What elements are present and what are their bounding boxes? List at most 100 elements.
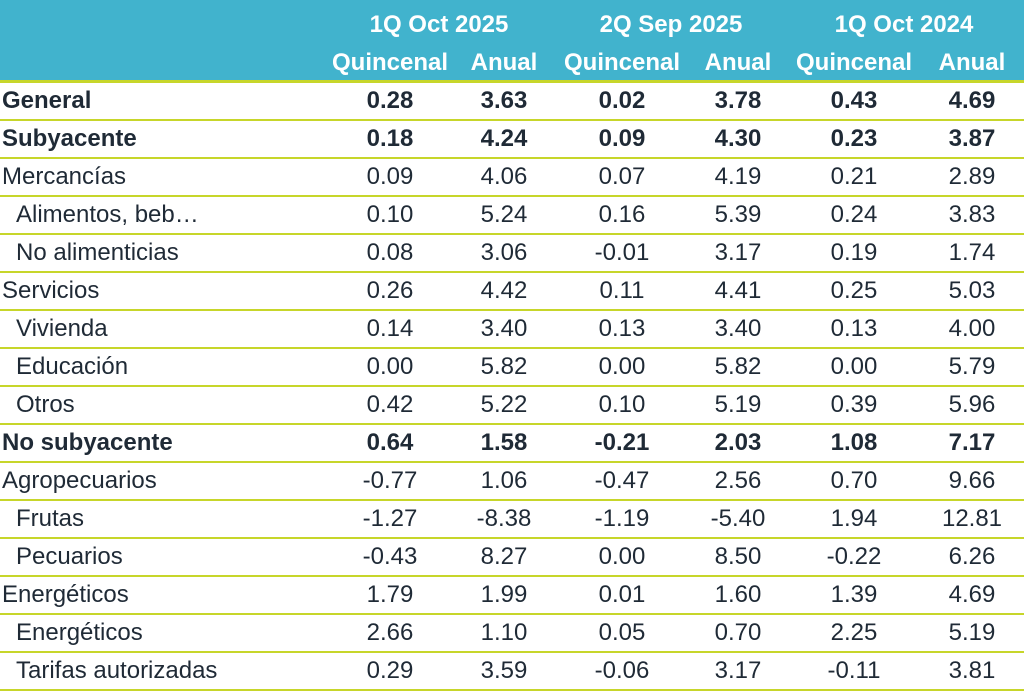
row-label: Mercancías [2,163,127,190]
table-cell: 3.17 [714,657,762,684]
row-label: No alimenticias [16,239,179,266]
table-cell: 0.14 [366,315,414,342]
table-cell: 0.18 [366,125,414,152]
table-cell: 0.13 [598,315,646,342]
row-label: No subyacente [2,429,173,456]
table-row: Alimentos, beb… 0.10 5.24 0.16 5.39 0.24 3.83 [0,197,1024,235]
table-cell: 0.16 [598,201,646,228]
table-cell: 0.07 [598,163,646,190]
table-cell: 5.82 [480,353,528,380]
table-cell: 0.29 [366,657,414,684]
table-cell: 4.19 [714,163,762,190]
table-cell: 2.03 [714,429,762,456]
table-cell: 0.21 [830,163,878,190]
table-header: 1Q Oct 2025 2Q Sep 2025 1Q Oct 2024 Quin… [0,0,1024,83]
table-cell: 4.41 [714,277,762,304]
table-cell: 3.06 [480,239,528,266]
table-cell: -0.11 [827,657,881,684]
table-cell: 1.58 [480,429,528,456]
table-row: Pecuarios -0.43 8.27 0.00 8.50 -0.22 6.26 [0,539,1024,577]
table-cell: 2.25 [830,619,878,646]
row-label: Educación [16,353,129,380]
table-cell: 0.13 [830,315,878,342]
table-cell: 0.23 [830,125,878,152]
table-cell: 1.60 [714,581,762,608]
table-cell: 4.06 [480,163,528,190]
table-cell: 0.64 [366,429,414,456]
column-header: Quincenal [795,49,913,76]
table-cell: 3.40 [714,315,762,342]
table-cell: 0.70 [714,619,762,646]
table-cell: 12.81 [941,505,1003,532]
table-cell: 1.74 [948,239,996,266]
table-cell: 0.08 [366,239,414,266]
table-cell: -0.22 [826,543,882,570]
column-header: Quincenal [331,49,449,76]
table-row: General 0.28 3.63 0.02 3.78 0.43 4.69 [0,83,1024,121]
row-label: Subyacente [2,125,137,152]
table-cell: 3.63 [480,87,528,114]
row-label: Energéticos [2,581,129,608]
table-cell: -0.47 [594,467,650,494]
period-header: 2Q Sep 2025 [599,11,743,38]
table-cell: 0.10 [598,391,646,418]
column-header: Anual [704,49,772,76]
table-cell: 4.69 [948,581,996,608]
table-cell: 1.39 [830,581,878,608]
table-cell: 0.39 [830,391,878,418]
table-cell: 4.69 [948,87,996,114]
table-cell: 1.06 [480,467,528,494]
table-cell: 0.11 [599,277,645,304]
table-cell: 3.87 [948,125,996,152]
table-cell: 0.28 [366,87,414,114]
table-cell: 5.03 [948,277,996,304]
table-cell: 0.09 [366,163,414,190]
table-cell: 4.42 [480,277,528,304]
table-row: Mercancías 0.09 4.06 0.07 4.19 0.21 2.89 [0,159,1024,197]
table-cell: 7.17 [948,429,996,456]
row-label: Agropecuarios [2,467,157,494]
table-cell: -0.01 [594,239,650,266]
table-row: Tarifas autorizadas 0.29 3.59 -0.06 3.17 -0.1… [0,653,1024,691]
table-cell: 2.66 [366,619,414,646]
table-cell: 0.25 [830,277,878,304]
column-header: Quincenal [563,49,681,76]
table-row: Servicios 0.26 4.42 0.11 4.41 0.25 5.03 [0,273,1024,311]
table-cell: -1.19 [594,505,650,532]
table-cell: 3.59 [480,657,528,684]
table-cell: -0.43 [362,543,418,570]
table-cell: 3.83 [948,201,996,228]
table-row: No subyacente 0.64 1.58 -0.21 2.03 1.08 7.17 [0,425,1024,463]
table-cell: 0.19 [830,239,878,266]
table-cell: 0.01 [598,581,646,608]
row-label: Energéticos [16,619,143,646]
table-row: Agropecuarios -0.77 1.06 -0.47 2.56 0.70 9.66 [0,463,1024,501]
table-cell: 0.02 [598,87,646,114]
table-cell: 4.30 [714,125,762,152]
table-cell: 8.27 [480,543,528,570]
table-cell: 0.42 [366,391,414,418]
table-cell: -0.77 [362,467,418,494]
table-cell: 0.00 [366,353,414,380]
table-cell: -8.38 [476,505,532,532]
row-label: General [2,87,92,114]
table-cell: 5.19 [948,619,996,646]
table-cell: 0.26 [366,277,414,304]
table-row: Otros 0.42 5.22 0.10 5.19 0.39 5.96 [0,387,1024,425]
table-cell: 0.10 [366,201,414,228]
table-cell: 1.10 [480,619,528,646]
table-cell: 9.66 [948,467,996,494]
table-cell: 1.99 [480,581,528,608]
table-cell: 0.00 [830,353,878,380]
table-cell: 1.79 [366,581,414,608]
table-cell: 0.43 [830,87,878,114]
table-cell: 0.00 [598,543,646,570]
table-cell: 0.70 [830,467,878,494]
table-cell: 5.79 [948,353,996,380]
row-label: Pecuarios [16,543,123,570]
table-row: Energéticos 1.79 1.99 0.01 1.60 1.39 4.69 [0,577,1024,615]
table-cell: 5.24 [480,201,528,228]
column-header: Anual [470,49,538,76]
table-row: Educación 0.00 5.82 0.00 5.82 0.00 5.79 [0,349,1024,387]
row-label: Vivienda [16,315,108,342]
